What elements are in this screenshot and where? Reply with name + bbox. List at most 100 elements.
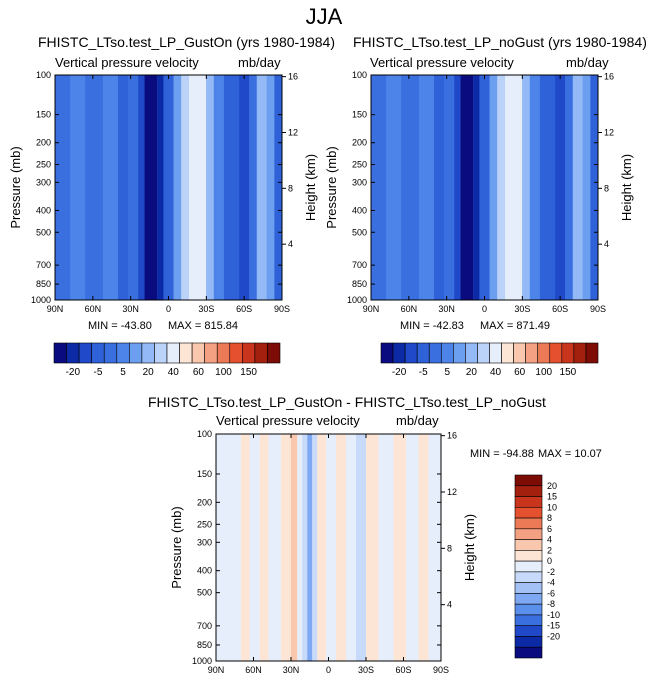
panel2-variable-label: Vertical pressure velocity: [370, 55, 514, 70]
panel2-colorbar-swatch: [525, 342, 539, 364]
panel2-height-tick-label: 16: [604, 72, 614, 82]
panel1-colorbar-swatch: [116, 342, 130, 364]
panel3-band: [366, 434, 379, 661]
panel3-ylabel-right: Height (km): [462, 514, 477, 581]
panel2-colorbar-label: 40: [490, 367, 502, 378]
panel2-ytick-label: 150: [352, 110, 367, 120]
panel2-band: [555, 75, 566, 300]
panel2-band: [497, 75, 505, 300]
panel2-xtick-label: 60N: [401, 304, 418, 314]
panel2-ytick-label: 500: [352, 227, 367, 237]
panel2-ytick-label: 100: [352, 70, 367, 80]
panel2-ytick-label: 200: [352, 138, 367, 148]
panel3-band: [336, 434, 346, 661]
panel3-band: [307, 434, 313, 661]
panel2-band: [539, 75, 556, 300]
panel2-band: [434, 75, 445, 300]
panel2-colorbar-swatch: [561, 342, 575, 364]
panel2-height-tick-label: 4: [604, 239, 609, 249]
panel1-colorbar-swatch: [78, 342, 92, 364]
figure-title: JJA: [305, 4, 343, 29]
panel2-height-tick-label: 8: [604, 183, 609, 193]
panel2-plot-area: [371, 75, 598, 300]
panel2-band: [529, 75, 540, 300]
panel1-colorbar-label: 60: [193, 367, 205, 378]
panel1-ytick-label: 500: [36, 227, 51, 237]
panel3-ytick-label: 400: [197, 566, 212, 576]
panel2-colorbar-swatch: [549, 342, 563, 364]
panel3-colorbar-label: -6: [547, 588, 555, 598]
panel3-colorbar-swatch: [514, 614, 543, 627]
panel1-colorbar-swatch: [141, 342, 155, 364]
panel2-min-label: MIN = -42.83: [400, 320, 464, 332]
panel2-band: [444, 75, 455, 300]
panel1-colorbar-swatch: [154, 342, 168, 364]
panel3-colorbar-swatch: [514, 528, 543, 540]
panel3-colorbar-label: -10: [547, 610, 560, 620]
panel2-ytick-label: 300: [352, 177, 367, 187]
panel2-xtick-label: 90N: [363, 304, 380, 314]
panel1-ytick-label: 200: [36, 138, 51, 148]
panel1-band: [223, 75, 240, 300]
panel2-ylabel-right: Height (km): [619, 154, 634, 221]
panel1-band: [266, 75, 275, 300]
panel3-colorbar-label: -15: [547, 621, 560, 631]
panel2-colorbar-swatch: [465, 342, 478, 364]
panel3-xtick-label: 60N: [245, 665, 262, 675]
panel3-colorbar-swatch: [514, 603, 543, 616]
panel3-band: [268, 434, 281, 661]
panel1-colorbar-label: 40: [168, 367, 180, 378]
panel1-band: [249, 75, 257, 300]
panel1-band: [256, 75, 267, 300]
panel1-ylabel: Pressure (mb): [8, 146, 23, 228]
panel2-colorbar-label: 5: [445, 367, 451, 378]
panel3-colorbar-label: 10: [547, 502, 557, 512]
panel3-ytick-label: 100: [197, 429, 212, 439]
panel3-colorbar-label: -8: [547, 599, 555, 609]
panel2-colorbar-swatch: [573, 342, 587, 364]
panel3-colorbar-swatch: [514, 485, 543, 497]
panel3-max-label: MAX = 10.07: [538, 448, 602, 460]
panel3-plot-area: [216, 434, 441, 661]
panel2-ytick-label: 850: [352, 279, 367, 289]
panel2-colorbar-swatch: [477, 342, 490, 364]
panel1-colorbar-swatch: [179, 342, 193, 364]
panel2-ytick-label: 250: [352, 160, 367, 170]
panel3-ytick-label: 500: [197, 588, 212, 598]
panel3-band: [346, 434, 356, 661]
panel3-ytick-label: 850: [197, 640, 212, 650]
panel3-colorbar-label: 4: [547, 535, 552, 545]
panel2-ylabel: Pressure (mb): [324, 146, 339, 228]
panel3-colorbar-label: -20: [547, 631, 560, 641]
panel2-colorbar-label: 150: [560, 367, 577, 378]
panel3-colorbar-swatch: [514, 582, 543, 594]
panel3-colorbar-swatch: [514, 571, 543, 583]
panel3-colorbar-label: 20: [547, 481, 557, 491]
panel1-ytick-label: 300: [36, 177, 51, 187]
panel3-height-tick-label: 4: [447, 600, 452, 610]
panel3-units-label: mb/day: [396, 413, 439, 428]
panel1-colorbar-swatch: [216, 342, 231, 364]
panel1-colorbar-swatch: [267, 342, 281, 364]
panel2-colorbar-swatch: [537, 342, 551, 364]
panel1-band: [274, 75, 282, 300]
panel3-xtick-label: 30S: [358, 665, 374, 675]
panel1-variable-label: Vertical pressure velocity: [55, 55, 199, 70]
panel2-band: [522, 75, 530, 300]
panel1-band: [213, 75, 224, 300]
panel2-xtick-label: 30N: [438, 304, 455, 314]
panel2-band: [454, 75, 461, 300]
panel1-colorbar-label: -5: [93, 367, 102, 378]
panel2-ytick-label: 1000: [347, 295, 367, 305]
panel3-band: [259, 434, 269, 661]
panel3-ytick-label: 1000: [192, 656, 212, 666]
panel1-ytick-label: 850: [36, 279, 51, 289]
panel2-ytick-label: 400: [352, 205, 367, 215]
panel2-xtick-label: 60S: [552, 304, 568, 314]
panel3-colorbar-label: 0: [547, 556, 552, 566]
panel1-colorbar-label: 20: [143, 367, 155, 378]
panel3-band: [241, 434, 250, 661]
panel3-variable-label: Vertical pressure velocity: [216, 413, 360, 428]
panel1-colorbar-swatch: [53, 342, 67, 364]
panel1-ylabel-right: Height (km): [303, 154, 318, 221]
